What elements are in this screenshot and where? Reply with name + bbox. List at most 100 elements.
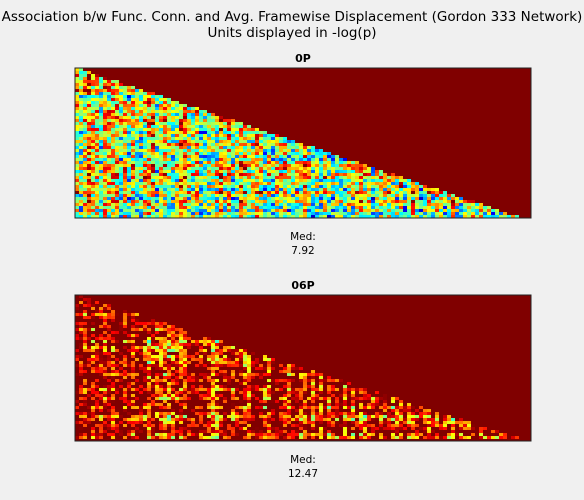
- matrix-cell: [147, 200, 151, 203]
- matrix-cell: [343, 430, 347, 433]
- matrix-cell: [91, 436, 95, 439]
- matrix-cell: [375, 212, 379, 215]
- matrix-cell: [259, 406, 263, 409]
- matrix-cell: [419, 206, 423, 209]
- matrix-cell: [143, 415, 147, 418]
- matrix-cell: [95, 206, 99, 209]
- matrix-cell: [175, 101, 179, 104]
- matrix-cell: [151, 182, 155, 185]
- matrix-cell: [423, 194, 427, 197]
- matrix-cell: [103, 119, 107, 122]
- matrix-cell: [379, 397, 383, 400]
- matrix-cell: [183, 119, 187, 122]
- matrix-cell: [123, 322, 127, 325]
- matrix-cell: [119, 149, 123, 152]
- matrix-cell: [215, 373, 219, 376]
- matrix-cell: [95, 170, 99, 173]
- matrix-cell: [111, 331, 115, 334]
- matrix-cell: [275, 206, 279, 209]
- matrix-cell: [79, 194, 83, 197]
- matrix-cell: [79, 328, 83, 331]
- matrix-cell: [375, 209, 379, 212]
- matrix-cell: [287, 212, 291, 215]
- matrix-cell: [155, 200, 159, 203]
- matrix-cell: [431, 188, 435, 191]
- matrix-cell: [183, 170, 187, 173]
- matrix-cell: [275, 197, 279, 200]
- matrix-cell: [275, 164, 279, 167]
- matrix-cell: [99, 83, 103, 86]
- matrix-cell: [91, 194, 95, 197]
- matrix-cell: [187, 158, 191, 161]
- matrix-cell: [91, 104, 95, 107]
- matrix-cell: [159, 152, 163, 155]
- matrix-cell: [255, 155, 259, 158]
- matrix-cell: [227, 125, 231, 128]
- matrix-cell: [303, 406, 307, 409]
- matrix-cell: [171, 104, 175, 107]
- matrix-cell: [319, 391, 323, 394]
- matrix-cell: [111, 110, 115, 113]
- matrix-cell: [247, 164, 251, 167]
- matrix-cell: [307, 418, 311, 421]
- matrix-cell: [159, 95, 163, 98]
- matrix-cell: [219, 179, 223, 182]
- matrix-cell: [187, 167, 191, 170]
- matrix-cell: [107, 424, 111, 427]
- matrix-cell: [427, 418, 431, 421]
- matrix-cell: [203, 352, 207, 355]
- matrix-cell: [91, 77, 95, 80]
- matrix-cell: [143, 188, 147, 191]
- matrix-cell: [319, 155, 323, 158]
- matrix-cell: [287, 421, 291, 424]
- matrix-cell: [395, 406, 399, 409]
- matrix-cell: [163, 143, 167, 146]
- matrix-cell: [231, 409, 235, 412]
- matrix-cell: [291, 418, 295, 421]
- matrix-cell: [183, 403, 187, 406]
- matrix-cell: [107, 418, 111, 421]
- matrix-cell: [95, 415, 99, 418]
- matrix-cell: [183, 158, 187, 161]
- matrix-cell: [299, 376, 303, 379]
- matrix-cell: [239, 134, 243, 137]
- matrix-cell: [79, 179, 83, 182]
- matrix-cell: [155, 355, 159, 358]
- matrix-cell: [107, 433, 111, 436]
- matrix-cell: [467, 427, 471, 430]
- matrix-cell: [151, 209, 155, 212]
- matrix-cell: [299, 406, 303, 409]
- matrix-cell: [291, 379, 295, 382]
- matrix-cell: [247, 212, 251, 215]
- matrix-cell: [107, 304, 111, 307]
- matrix-cell: [103, 128, 107, 131]
- matrix-cell: [303, 191, 307, 194]
- matrix-cell: [367, 215, 371, 218]
- matrix-cell: [247, 373, 251, 376]
- matrix-cell: [103, 197, 107, 200]
- matrix-cell: [271, 149, 275, 152]
- matrix-cell: [195, 388, 199, 391]
- matrix-cell: [355, 188, 359, 191]
- matrix-cell: [323, 182, 327, 185]
- matrix-cell: [103, 307, 107, 310]
- matrix-cell: [87, 358, 91, 361]
- matrix-cell: [147, 382, 151, 385]
- matrix-cell: [103, 101, 107, 104]
- matrix-cell: [243, 191, 247, 194]
- matrix-cell: [123, 394, 127, 397]
- matrix-cell: [187, 176, 191, 179]
- matrix-cell: [215, 140, 219, 143]
- matrix-cell: [75, 92, 79, 95]
- matrix-cell: [95, 80, 99, 83]
- matrix-cell: [159, 134, 163, 137]
- matrix-cell: [83, 340, 87, 343]
- matrix-cell: [179, 185, 183, 188]
- matrix-cell: [327, 161, 331, 164]
- matrix-cell: [127, 125, 131, 128]
- matrix-cell: [203, 173, 207, 176]
- matrix-cell: [115, 128, 119, 131]
- matrix-cell: [283, 403, 287, 406]
- matrix-cell: [195, 212, 199, 215]
- matrix-cell: [299, 203, 303, 206]
